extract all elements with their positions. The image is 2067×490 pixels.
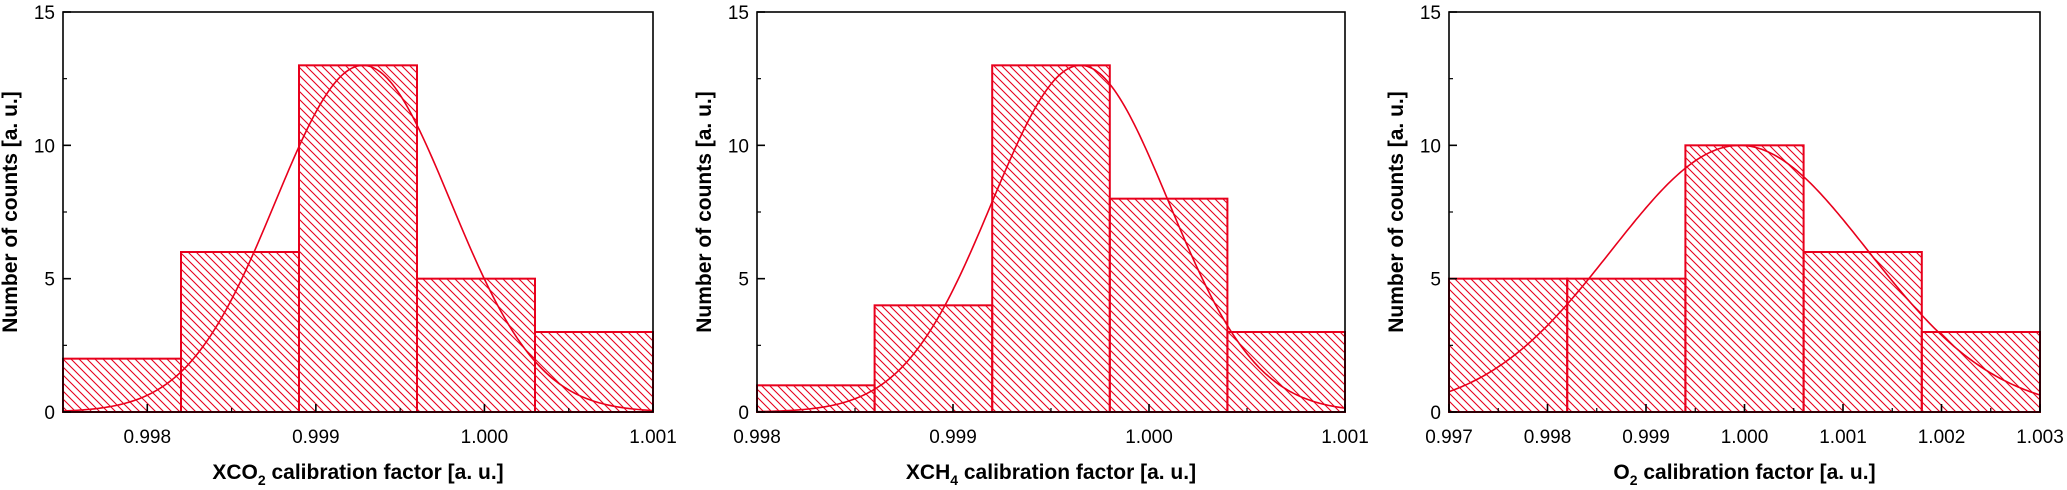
x-tick-label: 0.999 (929, 427, 977, 448)
x-axis-title-prefix: XCO (212, 461, 258, 484)
y-tick-label: 15 (728, 3, 749, 24)
x-axis-title: XCH4 calibration factor [a. u.] (906, 461, 1196, 488)
x-tick-label: 1.000 (1125, 427, 1173, 448)
x-tick-label: 0.997 (1425, 427, 1473, 448)
x-axis-title: O2 calibration factor [a. u.] (1613, 461, 1875, 488)
x-tick-label: 0.998 (1524, 427, 1572, 448)
histogram-bar (1684, 144, 1805, 413)
gaussian-fit-curve (62, 64, 654, 412)
y-tick-label: 0 (1430, 403, 1441, 424)
y-tick-label: 0 (738, 403, 749, 424)
x-tick-label: 1.001 (629, 427, 677, 448)
x-tick-label: 1.000 (1721, 427, 1769, 448)
y-axis-title: Number of counts [a. u.] (1385, 91, 1408, 333)
histogram-bar (298, 64, 418, 413)
histogram-bar (1448, 277, 1569, 413)
y-tick-label: 5 (1430, 270, 1441, 291)
x-axis-title-prefix: XCH (906, 461, 950, 484)
x-tick-label: 1.001 (1321, 427, 1369, 448)
histogram-bar (1108, 197, 1229, 413)
x-tick-label: 0.998 (733, 427, 781, 448)
y-tick-label: 0 (44, 403, 55, 424)
y-tick-label: 15 (34, 3, 55, 24)
x-tick-label: 1.000 (461, 427, 509, 448)
y-tick-label: 5 (738, 270, 749, 291)
y-tick-label: 10 (1420, 136, 1441, 157)
x-tick-label: 0.998 (124, 427, 172, 448)
chart-panel-1: 0.998 0.999 1.000 1.001 0 5 10 15 XCO2 calibrati… (0, 3, 677, 488)
x-axis-title-suffix: calibration factor [a. u.] (1638, 461, 1876, 484)
histogram-bar (991, 64, 1111, 413)
histogram-bar (1226, 331, 1347, 413)
x-tick-label: 0.999 (1622, 427, 1670, 448)
x-axis-title-prefix: O (1613, 461, 1629, 484)
y-axis-title: Number of counts [a. u.] (0, 91, 22, 333)
x-tick-label: 1.003 (2016, 427, 2064, 448)
histogram-bar (416, 277, 536, 413)
y-axis-title: Number of counts [a. u.] (693, 91, 716, 333)
gaussian-fit-curve (1448, 144, 2041, 396)
histogram-bar (1566, 277, 1687, 413)
histogram-bar (534, 331, 654, 413)
x-axis-title-subscript: 4 (950, 472, 958, 488)
gaussian-fit-curve (756, 64, 1346, 413)
x-tick-label: 1.001 (1819, 427, 1867, 448)
x-axis-title-subscript: 2 (1630, 472, 1638, 488)
x-tick-label: 1.002 (1918, 427, 1966, 448)
x-tick-label: 0.999 (292, 427, 340, 448)
chart-panel-2: 0.998 0.999 1.000 1.001 0 5 10 15 XCH4 calibrati… (693, 3, 1369, 488)
histogram-bar (1802, 251, 1923, 413)
y-tick-label: 10 (728, 136, 749, 157)
histogram-bar (1920, 331, 2042, 413)
x-axis-title-suffix: calibration factor [a. u.] (266, 461, 504, 484)
chart-panel-3: 0.997 0.998 0.999 1.000 1.001 1.002 1.003 0 5 10 1… (1385, 3, 2064, 488)
y-tick-label: 15 (1420, 3, 1441, 24)
x-axis-title-subscript: 2 (258, 472, 266, 488)
x-axis-title: XCO2 calibration factor [a. u.] (212, 461, 503, 488)
histogram-bar (180, 251, 300, 413)
x-axis-title-suffix: calibration factor [a. u.] (958, 461, 1196, 484)
y-tick-label: 10 (34, 136, 55, 157)
histogram-bar (873, 304, 994, 414)
y-tick-label: 5 (44, 270, 55, 291)
